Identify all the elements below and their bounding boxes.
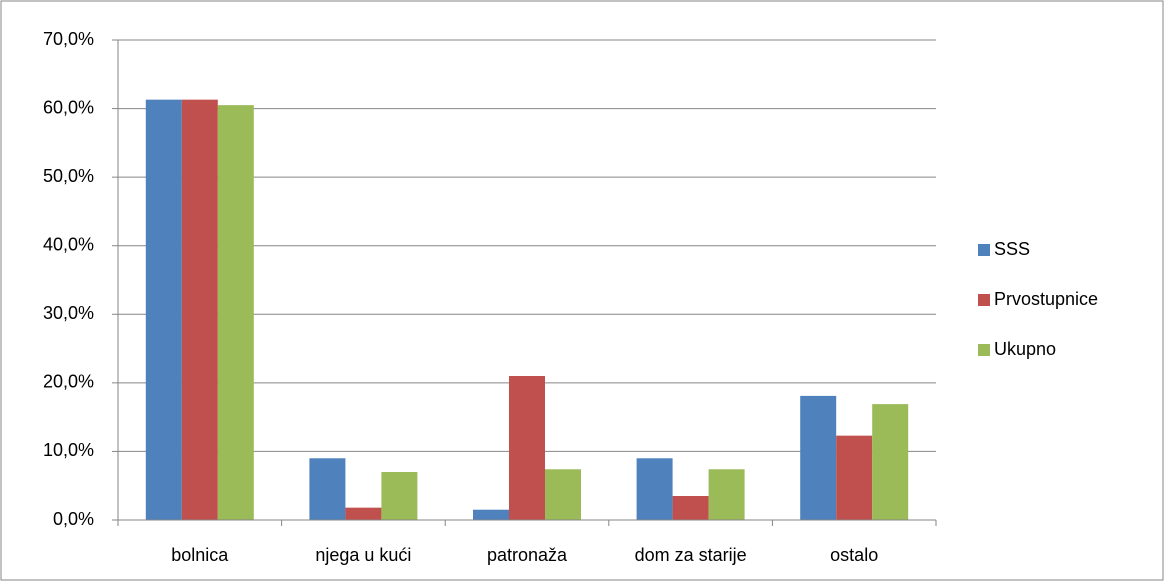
- bar: [309, 458, 346, 520]
- y-tick-label: 40,0%: [43, 234, 94, 254]
- bar: [145, 99, 182, 521]
- x-tick-label: dom za starije: [635, 545, 747, 565]
- bar: [636, 458, 673, 520]
- y-tick-label: 70,0%: [43, 29, 94, 49]
- legend-label: Prvostupnice: [994, 289, 1098, 309]
- bar: [181, 99, 218, 521]
- y-tick-label: 50,0%: [43, 166, 94, 186]
- y-tick-label: 60,0%: [43, 97, 94, 117]
- bar: [836, 435, 873, 520]
- x-tick-label: patronaža: [487, 545, 568, 565]
- bar: [217, 105, 254, 521]
- bar: [545, 469, 581, 520]
- y-tick-label: 10,0%: [43, 440, 94, 460]
- bar: [509, 376, 545, 520]
- bar: [800, 395, 837, 520]
- y-tick-label: 0,0%: [53, 509, 94, 529]
- x-tick-label: njega u kući: [315, 545, 411, 565]
- bar: [708, 469, 745, 520]
- x-tick-label: ostalo: [830, 545, 878, 565]
- y-tick-label: 20,0%: [43, 372, 94, 392]
- legend-swatch: [978, 244, 990, 256]
- bar: [381, 472, 418, 520]
- bar: [345, 507, 382, 520]
- legend-swatch: [978, 294, 990, 306]
- bar: [872, 404, 909, 520]
- y-tick-label: 30,0%: [43, 303, 94, 323]
- bar: [473, 509, 509, 520]
- legend-swatch: [978, 344, 990, 356]
- bar: [672, 496, 709, 520]
- legend-label: SSS: [994, 239, 1030, 259]
- legend-label: Ukupno: [994, 339, 1056, 359]
- x-tick-label: bolnica: [171, 545, 229, 565]
